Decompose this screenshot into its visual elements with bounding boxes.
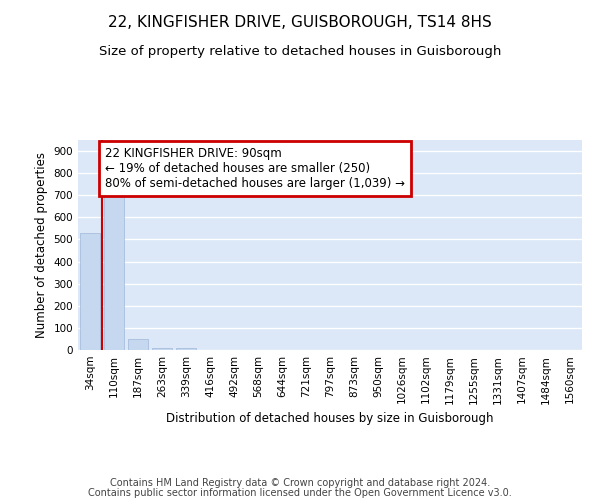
- Y-axis label: Number of detached properties: Number of detached properties: [35, 152, 48, 338]
- Bar: [176, 348, 196, 350]
- Text: Size of property relative to detached houses in Guisborough: Size of property relative to detached ho…: [99, 45, 501, 58]
- Text: Contains public sector information licensed under the Open Government Licence v3: Contains public sector information licen…: [88, 488, 512, 498]
- Bar: [80, 233, 100, 350]
- Text: 22 KINGFISHER DRIVE: 90sqm
← 19% of detached houses are smaller (250)
80% of sem: 22 KINGFISHER DRIVE: 90sqm ← 19% of deta…: [105, 146, 405, 190]
- Bar: [128, 339, 148, 350]
- Text: Contains HM Land Registry data © Crown copyright and database right 2024.: Contains HM Land Registry data © Crown c…: [110, 478, 490, 488]
- Bar: [152, 348, 172, 350]
- X-axis label: Distribution of detached houses by size in Guisborough: Distribution of detached houses by size …: [166, 412, 494, 425]
- Text: 22, KINGFISHER DRIVE, GUISBOROUGH, TS14 8HS: 22, KINGFISHER DRIVE, GUISBOROUGH, TS14 …: [108, 15, 492, 30]
- Bar: [104, 188, 124, 350]
